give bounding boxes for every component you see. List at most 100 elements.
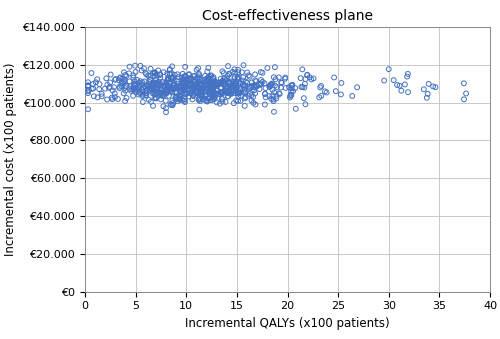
Point xyxy=(221,88,229,94)
Point xyxy=(183,84,191,89)
Point xyxy=(219,90,227,95)
Point xyxy=(208,98,216,103)
Point xyxy=(190,73,198,79)
Point xyxy=(182,83,190,89)
Point xyxy=(196,107,203,112)
Point xyxy=(243,70,251,75)
Point xyxy=(122,95,130,101)
Point xyxy=(196,82,204,87)
Point xyxy=(308,77,316,82)
Point xyxy=(266,83,274,88)
Point xyxy=(210,96,218,102)
Point xyxy=(238,78,246,83)
Point xyxy=(289,88,297,94)
Point xyxy=(236,86,244,91)
Point xyxy=(277,80,285,85)
Point xyxy=(166,102,174,107)
Point xyxy=(102,76,110,81)
Point xyxy=(275,75,283,80)
Point xyxy=(180,77,188,82)
Point xyxy=(122,88,130,93)
Point xyxy=(176,86,184,91)
Point xyxy=(236,91,244,96)
Point xyxy=(162,88,170,93)
Point xyxy=(248,92,256,98)
Point xyxy=(226,79,234,85)
Point xyxy=(198,88,205,94)
Point xyxy=(208,90,216,96)
Point xyxy=(152,95,160,101)
Point xyxy=(231,82,239,88)
Point xyxy=(198,86,206,92)
Point xyxy=(164,77,172,82)
Point xyxy=(136,63,144,68)
Point xyxy=(267,81,275,87)
Point xyxy=(321,88,329,94)
Point xyxy=(218,96,226,102)
Point xyxy=(206,79,214,84)
Point xyxy=(166,85,173,91)
Point xyxy=(118,80,126,86)
Point xyxy=(159,79,167,85)
Point xyxy=(170,78,178,83)
Point xyxy=(204,85,212,91)
Point xyxy=(196,98,204,104)
Point xyxy=(194,85,202,91)
Point xyxy=(121,72,129,78)
Point xyxy=(169,86,177,91)
Point xyxy=(174,99,182,104)
Point xyxy=(162,98,170,103)
Point xyxy=(462,91,470,96)
Point xyxy=(168,64,176,69)
Point xyxy=(134,92,142,97)
Point xyxy=(190,78,198,83)
Point xyxy=(270,89,278,95)
Point xyxy=(161,85,169,90)
Point xyxy=(216,80,224,86)
Point xyxy=(201,73,209,79)
Point xyxy=(110,84,118,90)
Point xyxy=(180,80,188,85)
Point xyxy=(146,66,154,72)
Point xyxy=(228,88,235,93)
Point xyxy=(192,79,200,84)
Point xyxy=(84,88,92,94)
Point xyxy=(173,89,181,95)
Point xyxy=(154,82,162,87)
Point xyxy=(226,85,234,91)
Point xyxy=(116,85,124,91)
Point xyxy=(300,85,308,90)
Point xyxy=(192,84,200,89)
Point xyxy=(214,88,222,94)
Point xyxy=(203,83,211,88)
Point xyxy=(224,73,232,79)
Point xyxy=(202,76,210,82)
Point xyxy=(169,83,177,88)
Point xyxy=(147,85,155,91)
Point xyxy=(142,88,150,94)
Point xyxy=(256,69,264,75)
Point xyxy=(203,76,211,81)
Point xyxy=(212,87,220,93)
Point xyxy=(210,89,218,95)
Point xyxy=(96,81,104,87)
Point xyxy=(251,84,259,90)
Point xyxy=(256,82,264,87)
Point xyxy=(224,89,232,95)
Point xyxy=(210,91,218,97)
Point xyxy=(148,91,156,96)
Point xyxy=(228,86,236,92)
Point xyxy=(262,85,270,91)
Point xyxy=(186,77,194,82)
Point xyxy=(182,76,190,81)
Point xyxy=(154,86,162,92)
Point xyxy=(84,80,92,85)
Point xyxy=(146,85,154,91)
Point xyxy=(193,91,201,96)
Point xyxy=(154,68,162,73)
Point xyxy=(176,97,184,103)
Point xyxy=(218,79,226,85)
Point xyxy=(154,80,162,85)
Point xyxy=(196,90,204,95)
Point xyxy=(156,81,164,86)
